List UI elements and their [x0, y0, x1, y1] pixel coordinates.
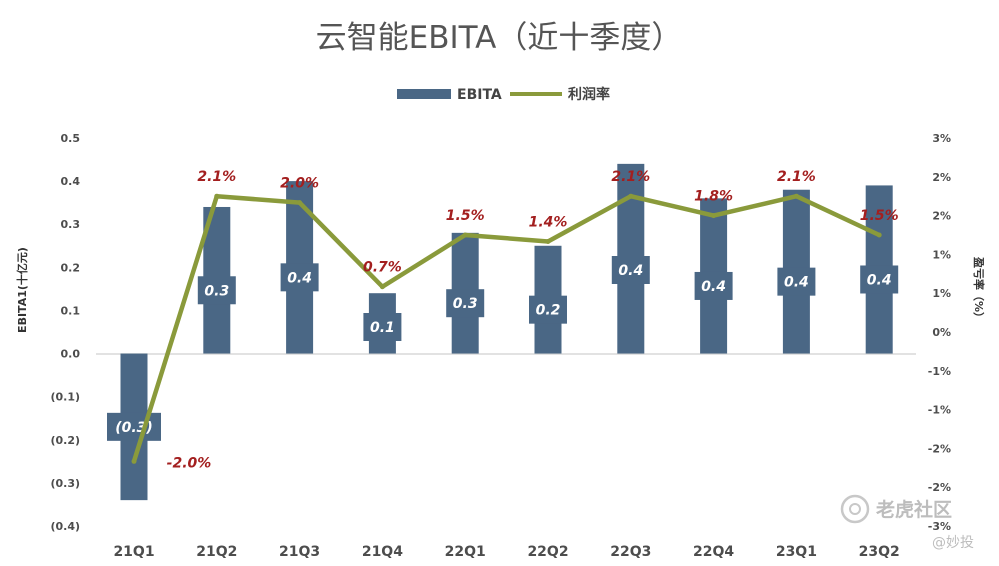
y-tick-right: 0% — [932, 326, 951, 339]
margin-data-label: 1.8% — [694, 189, 733, 205]
y-tick-right: -2% — [928, 481, 951, 494]
watermark: 老虎社区 @妙投 — [840, 494, 974, 551]
x-tick-label: 23Q1 — [776, 544, 817, 560]
bar-label-box — [446, 289, 485, 318]
margin-data-label: 1.5% — [860, 208, 899, 224]
y-tick-left: (0.2) — [50, 434, 80, 447]
y-tick-right: -3% — [928, 520, 951, 533]
bar-data-label: 0.3 — [453, 296, 478, 312]
bar-label-box — [611, 256, 650, 284]
y-axis-left: 0.5 0.4 0.3 0.2 0.1 0.0 (0.1) (0.2) (0.3) (0.4) — [50, 132, 80, 533]
x-tick-label: 22Q4 — [693, 544, 734, 560]
y-axis-title-left: EBITA1(十亿元) — [15, 247, 29, 333]
margin-point — [214, 193, 220, 199]
margin-point — [379, 284, 385, 290]
margin-point — [297, 200, 303, 206]
x-tick-label: 23Q2 — [859, 544, 900, 560]
margin-line — [131, 193, 881, 463]
x-tick-label: 21Q4 — [362, 544, 403, 560]
y-tick-right: 2% — [932, 171, 951, 184]
x-tick-label: 21Q2 — [196, 544, 237, 560]
y-axis-right: 3% 2% 2% 1% 1% 0% -1% -1% -2% -2% -3% — [928, 132, 951, 533]
legend-label-margin: 利润率 — [568, 86, 610, 103]
bar-label-box — [529, 295, 567, 324]
y-tick-left: 0.0 — [61, 348, 81, 361]
y-tick-left: 0.3 — [61, 218, 81, 231]
margin-point — [711, 213, 717, 219]
bar-label-box — [363, 313, 402, 341]
legend: EBITA 利润率 — [397, 86, 610, 103]
margin-point — [793, 193, 799, 199]
line-series: -2.0% 2.1% 2.0% 0.7% 1.5% 1.4% 2.1% 1.8% 2.1% 1.5… — [131, 169, 899, 471]
margin-point — [131, 458, 137, 464]
y-tick-left: (0.1) — [50, 391, 80, 404]
margin-point — [545, 238, 551, 244]
margin-data-label: 1.5% — [446, 208, 485, 224]
bar-data-label: 0.3 — [204, 283, 229, 299]
bar-label-box — [860, 265, 899, 294]
bar-data-label: 0.4 — [701, 279, 726, 295]
bar-data-label: 0.4 — [287, 270, 312, 286]
x-tick-label: 22Q3 — [610, 544, 651, 560]
watermark-handle: @妙投 — [932, 535, 974, 551]
y-tick-left: (0.4) — [50, 520, 80, 533]
legend-label-ebita: EBITA — [457, 87, 502, 103]
y-tick-right: 3% — [932, 132, 951, 145]
margin-data-label: 0.7% — [363, 260, 402, 276]
bar-data-label: 0.4 — [867, 272, 892, 288]
y-tick-right: 2% — [932, 210, 951, 223]
bar-label-box — [107, 412, 161, 441]
bar-data-label: 0.4 — [618, 263, 643, 279]
margin-data-label: 2.1% — [777, 169, 816, 185]
y-axis-title-right: 盈亏率（%） — [972, 256, 986, 323]
margin-data-label: 2.1% — [197, 169, 236, 185]
margin-point — [876, 232, 882, 238]
margin-data-label: 1.4% — [529, 214, 568, 230]
margin-point — [462, 232, 468, 238]
y-tick-left: 0.5 — [61, 132, 81, 145]
margin-data-label: 2.1% — [611, 169, 650, 185]
bar-data-label: 0.1 — [370, 320, 395, 336]
bar-label-box — [197, 276, 236, 305]
margin-data-label: 2.0% — [280, 176, 319, 192]
y-tick-right: -1% — [928, 365, 951, 378]
y-tick-right: 1% — [932, 287, 951, 300]
bar-label-box — [694, 271, 733, 300]
x-tick-label: 22Q2 — [527, 544, 568, 560]
bar-label-box — [280, 263, 319, 292]
tiger-logo-icon-inner — [849, 503, 861, 515]
bar-series: (0.3)0.30.40.10.3 0.20.40.4 0.4 0.4 — [107, 163, 899, 501]
x-tick-label: 21Q3 — [279, 544, 320, 560]
bar-data-label: 0.2 — [536, 303, 561, 319]
y-tick-left: 0.1 — [61, 304, 81, 317]
y-tick-left: (0.3) — [50, 477, 80, 490]
margin-point — [628, 193, 634, 199]
legend-swatch-ebita — [397, 89, 451, 99]
bar-label-box — [777, 267, 816, 296]
y-tick-left: 0.2 — [61, 261, 81, 274]
x-axis: 21Q1 21Q2 21Q3 21Q4 22Q1 22Q2 22Q3 22Q4 23Q1 23Q2 — [113, 544, 899, 560]
chart-title: 云智能EBITA（近十季度） — [316, 20, 683, 56]
x-tick-label: 22Q1 — [445, 544, 486, 560]
x-tick-label: 21Q1 — [113, 544, 154, 560]
margin-data-label: -2.0% — [167, 455, 212, 471]
tiger-logo-icon — [840, 494, 870, 524]
y-tick-right: 1% — [932, 248, 951, 261]
y-tick-right: -1% — [928, 404, 951, 417]
watermark-brand: 老虎社区 — [876, 498, 952, 521]
y-tick-right: -2% — [928, 442, 951, 455]
y-tick-left: 0.4 — [61, 175, 81, 188]
bar-data-label: 0.4 — [784, 275, 809, 291]
